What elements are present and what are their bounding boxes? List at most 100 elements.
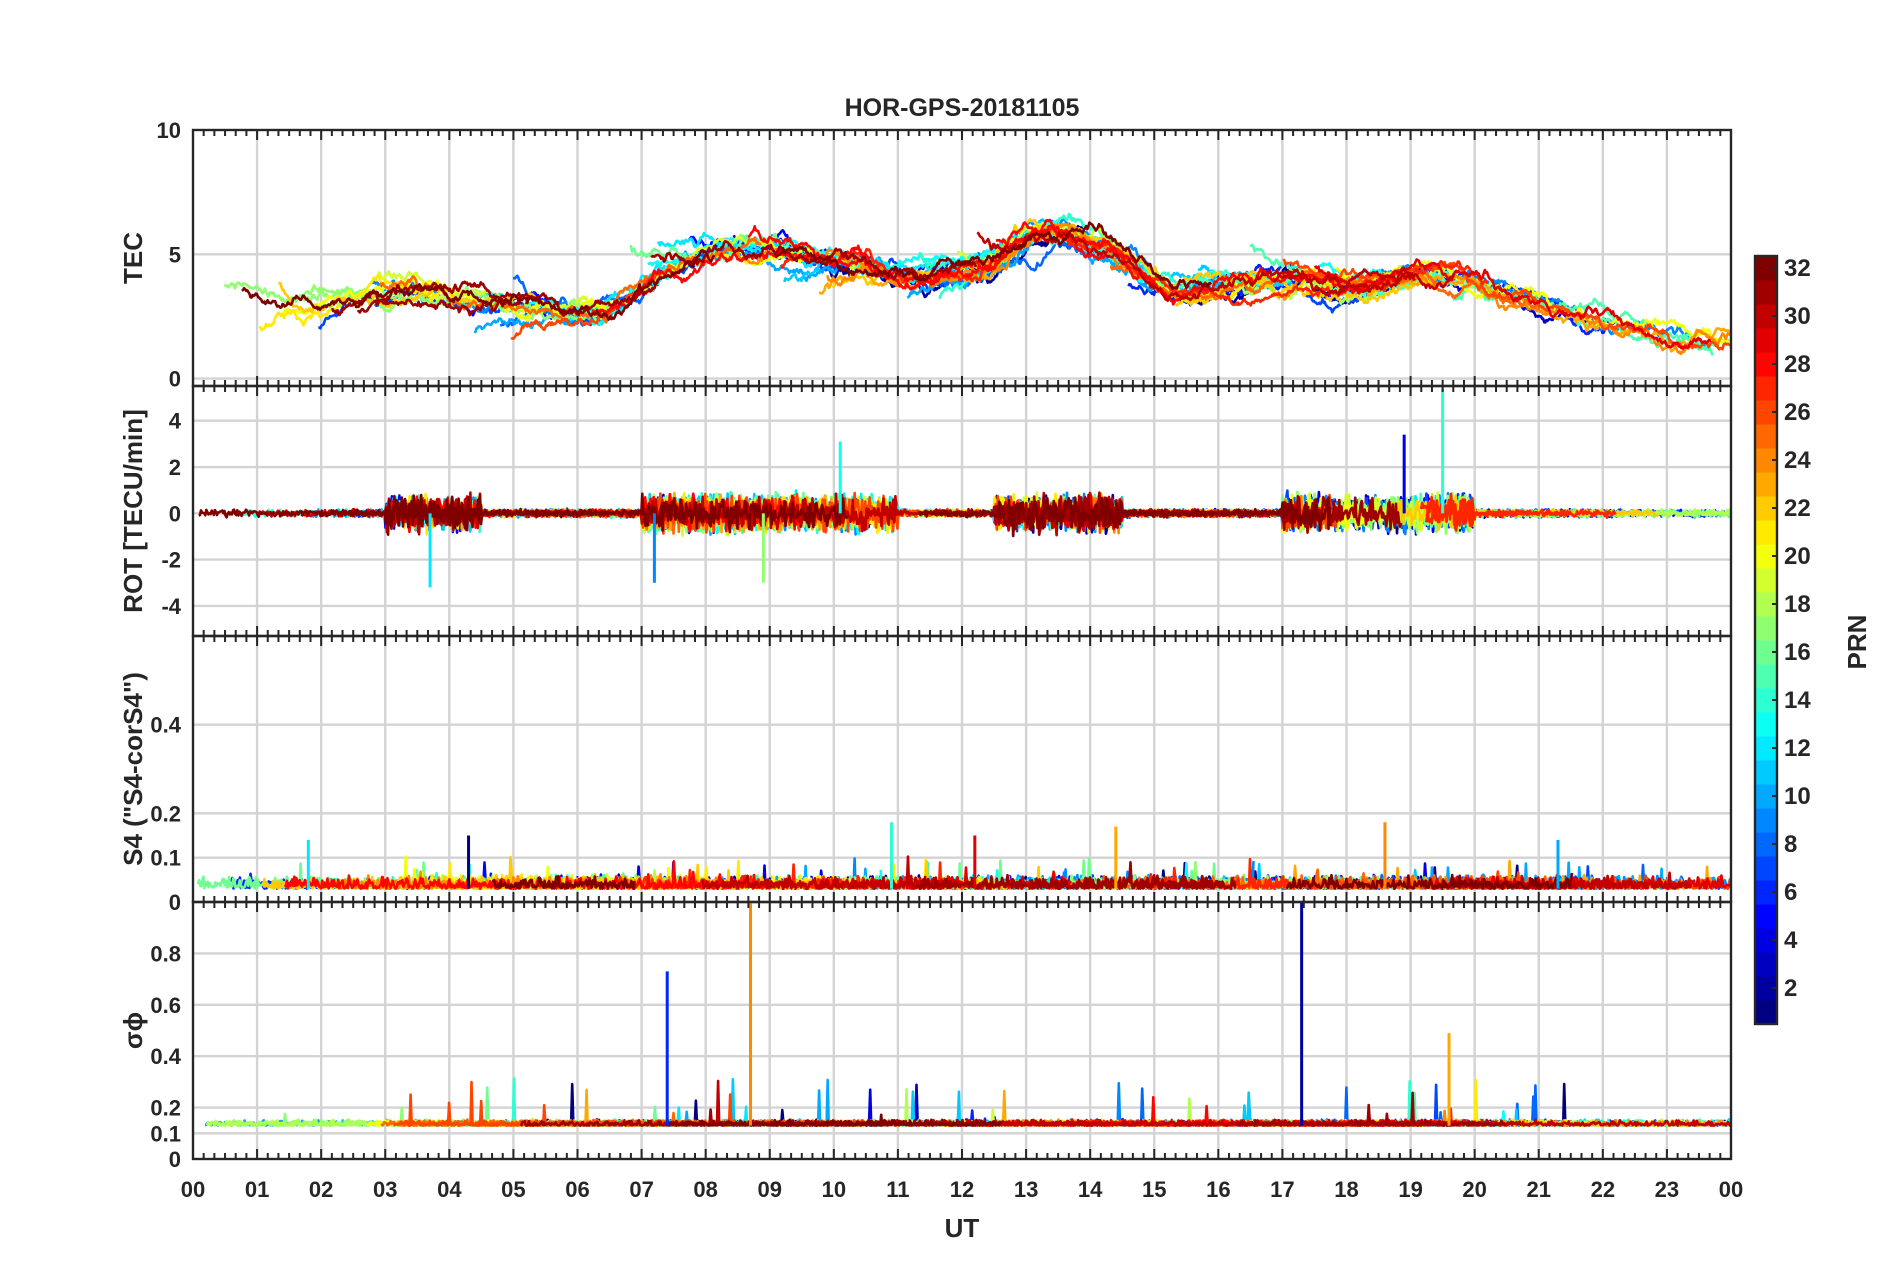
colorbar-swatch-2	[1755, 976, 1777, 1001]
chart-title: HOR-GPS-20181105	[845, 94, 1080, 122]
colorbar-swatch-27	[1755, 376, 1777, 401]
s4-panel: 0 0.1 0.2 0.4S4 ("S4-corS4")	[118, 634, 1733, 915]
sigma-phi-ytick-label: 0.8	[150, 941, 181, 966]
xtick-label: 19	[1398, 1177, 1422, 1202]
xtick-label: 14	[1078, 1177, 1103, 1202]
colorbar-swatch-16	[1755, 640, 1777, 665]
colorbar-swatch-12	[1755, 736, 1777, 761]
rot-ylabel: ROT [TECU/min]	[118, 409, 148, 613]
s4-ytick-label: 0.4	[150, 713, 181, 738]
colorbar-swatch-28	[1755, 352, 1777, 377]
colorbar-swatch-20	[1755, 544, 1777, 569]
colorbar-tick-label: 30	[1784, 303, 1811, 330]
xtick-label: 22	[1591, 1177, 1615, 1202]
xtick-label: 15	[1142, 1177, 1166, 1202]
tec-prn-32-trace	[241, 248, 716, 321]
tec-ytick-label: 0	[169, 367, 181, 392]
s4-traces	[196, 822, 1731, 891]
colorbar-swatch-6	[1755, 880, 1777, 905]
colorbar-tick-label: 2	[1784, 975, 1797, 1002]
colorbar-label: PRN	[1842, 615, 1872, 670]
colorbar-swatch-10	[1755, 784, 1777, 809]
colorbar-tick-label: 12	[1784, 735, 1811, 762]
colorbar-tick-label: 8	[1784, 831, 1797, 858]
s4-prn-31-trace	[916, 860, 1237, 891]
colorbar-swatch-8	[1755, 832, 1777, 857]
x-axis-label: UT	[945, 1213, 980, 1243]
colorbar-tick-label: 18	[1784, 591, 1811, 618]
xtick-label: 21	[1527, 1177, 1551, 1202]
xtick-label: 01	[245, 1177, 269, 1202]
x-axis-ticks: 00 01 02 03 04 05 06 07 08 09 10 11 12 13 14 15 16 17 18 19…	[181, 1177, 1743, 1202]
sigma-phi-ytick-label: 0	[169, 1147, 181, 1172]
sigma-phi-prn-11-trace	[338, 1077, 783, 1127]
sigma-phi-prn-32-trace	[822, 1113, 1003, 1127]
xtick-label: 13	[1014, 1177, 1038, 1202]
sigma-phi-prn-21-trace	[1415, 1078, 1729, 1127]
s4-prn-32-trace	[491, 874, 636, 891]
colorbar-tick-label: 16	[1784, 639, 1811, 666]
sigma-phi-ytick-label: 0.2	[150, 1096, 181, 1121]
colorbar-tick-label: 22	[1784, 495, 1811, 522]
colorbar-swatch-3	[1755, 952, 1777, 977]
tec-prn-30-trace	[1273, 268, 1456, 291]
rot-traces	[198, 388, 1731, 588]
tec-prn-28-trace	[995, 218, 1396, 306]
sigma-phi-prn-32-trace	[665, 1118, 829, 1127]
tec-prn-32-trace	[774, 221, 1213, 291]
colorbar-tick-label: 4	[1784, 927, 1798, 954]
xtick-label: 20	[1462, 1177, 1486, 1202]
colorbar-tick-label: 32	[1784, 255, 1811, 282]
rot-prn-32-trace	[198, 494, 610, 532]
tec-ytick-label: 5	[169, 242, 181, 267]
xtick-label: 02	[309, 1177, 333, 1202]
tec-prn-31-trace	[650, 240, 978, 281]
tec-ylabel: TEC	[118, 232, 148, 284]
colorbar-swatch-21	[1755, 520, 1777, 545]
colorbar-swatch-13	[1755, 712, 1777, 737]
colorbar-swatch-19	[1755, 568, 1777, 593]
s4-ylabel: S4 ("S4-corS4")	[118, 672, 148, 866]
s4-ytick-label: 0.1	[150, 846, 181, 871]
colorbar-tick-label: 14	[1784, 687, 1811, 714]
rot-ytick-label: 0	[169, 501, 181, 526]
xtick-label: 16	[1206, 1177, 1230, 1202]
rot-panel: -4 -2 0 2 4 ROT [TECU/min]	[118, 384, 1733, 638]
colorbar-swatch-17	[1755, 616, 1777, 641]
rot-prn-32-trace	[917, 495, 1332, 538]
s4-ytick-label: 0	[169, 890, 181, 915]
colorbar-swatch-22	[1755, 496, 1777, 521]
xtick-label: 03	[373, 1177, 397, 1202]
s4-prn-30-trace	[701, 855, 962, 891]
rot-ytick-label: 4	[169, 409, 182, 434]
xtick-label: 09	[758, 1177, 782, 1202]
sigma-phi-prn-10-trace	[609, 1078, 838, 1127]
sigma-phi-panel: 00.10.2 0.4 0.6 0.8 σϕ	[118, 900, 1733, 1172]
colorbar-swatch-25	[1755, 424, 1777, 449]
colorbar-tick-label: 20	[1784, 543, 1811, 570]
s4-prn-32-trace	[1285, 872, 1574, 891]
xtick-label: 05	[501, 1177, 525, 1202]
colorbar-tick-label: 26	[1784, 399, 1811, 426]
tec-ytick-label: 10	[157, 118, 181, 143]
colorbar-swatch-9	[1755, 808, 1777, 833]
colorbar-swatch-7	[1755, 856, 1777, 881]
tec-prn-20-trace	[280, 277, 566, 323]
sigma-phi-prn-14-trace	[405, 1077, 627, 1127]
sigma-phi-prn-9-trace	[1062, 1081, 1390, 1127]
colorbar-tick-label: 10	[1784, 783, 1811, 810]
colorbar-tick-label: 6	[1784, 879, 1797, 906]
colorbar-swatch-15	[1755, 664, 1777, 689]
colorbar-swatch-23	[1755, 472, 1777, 497]
colorbar-swatch-11	[1755, 760, 1777, 785]
xtick-label: 04	[437, 1177, 462, 1202]
colorbar-swatch-29	[1755, 328, 1777, 353]
rot-ytick-label: -4	[161, 594, 181, 619]
tec-prn-31-trace	[356, 275, 663, 317]
colorbar-swatch-1	[1755, 1000, 1777, 1025]
colorbar-swatch-14	[1755, 688, 1777, 713]
xtick-label: 18	[1334, 1177, 1358, 1202]
tec-prn-29-trace	[1314, 258, 1712, 350]
